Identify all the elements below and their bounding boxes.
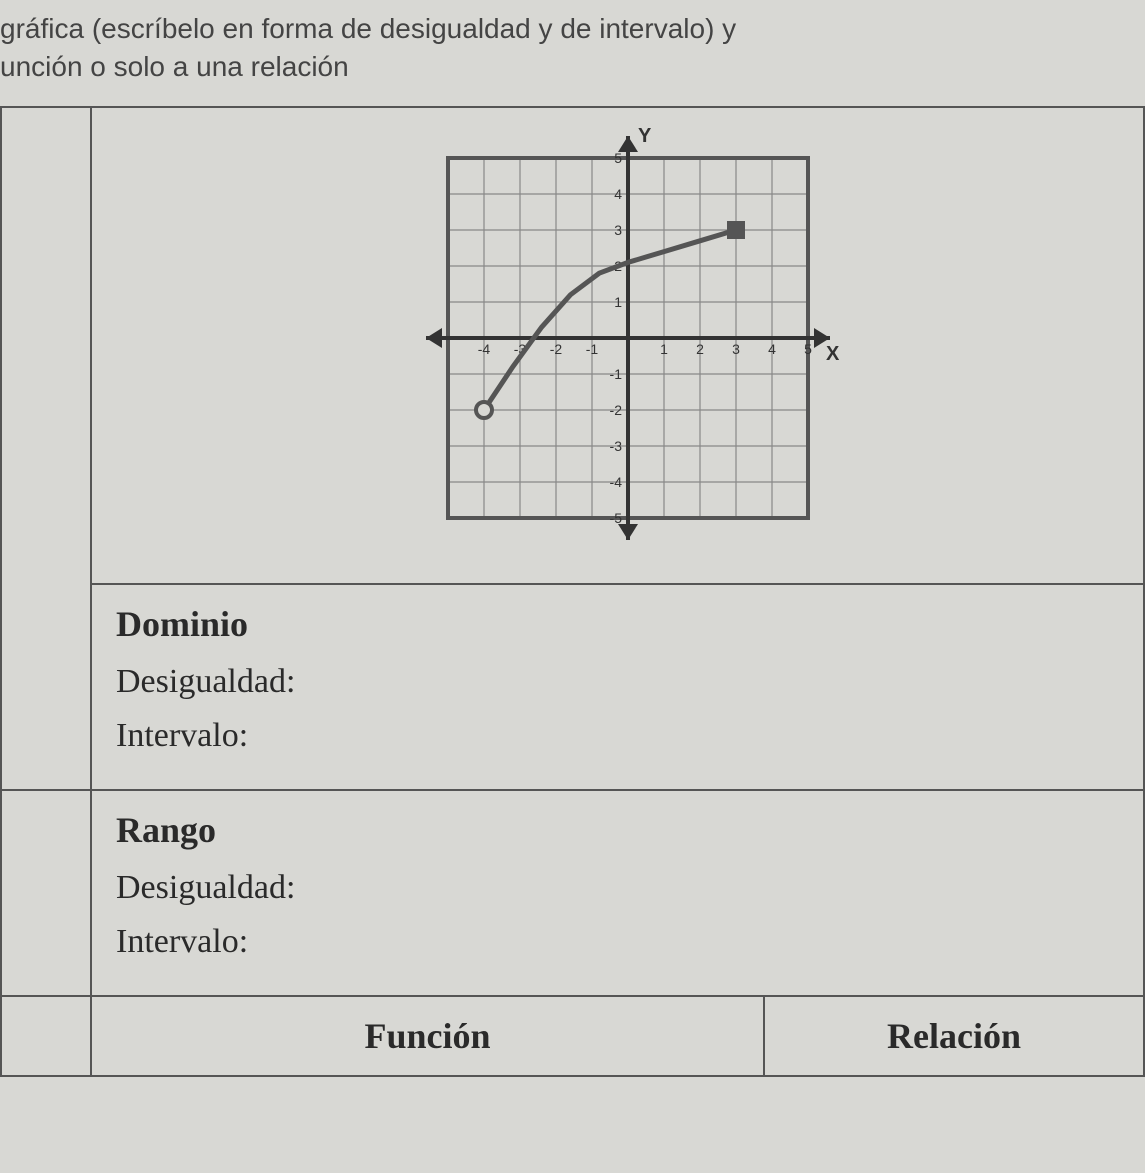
- instruction-text: gráfica (escríbelo en forma de desiguald…: [0, 10, 1145, 86]
- svg-text:5: 5: [614, 150, 622, 166]
- svg-text:1: 1: [614, 294, 622, 310]
- chart-wrapper: -4-3-2-112345-5-4-3-2-112345YX: [368, 118, 868, 558]
- worksheet-table: -4-3-2-112345-5-4-3-2-112345YX Dominio D…: [0, 106, 1145, 1077]
- rango-intervalo-label: Intervalo:: [116, 923, 1119, 961]
- svg-text:-3: -3: [609, 438, 622, 454]
- svg-text:-1: -1: [609, 366, 622, 382]
- chart-cell: -4-3-2-112345-5-4-3-2-112345YX: [91, 107, 1144, 584]
- svg-text:4: 4: [768, 341, 776, 357]
- rango-title: Rango: [116, 809, 1119, 851]
- svg-text:-2: -2: [549, 341, 562, 357]
- left-gutter-rango: [1, 790, 91, 996]
- funcion-label: Función: [364, 1016, 490, 1056]
- svg-text:1: 1: [660, 341, 668, 357]
- instruction-line2: unción o solo a una relación: [0, 51, 349, 82]
- dominio-desigualdad-label: Desigualdad:: [116, 663, 1119, 701]
- svg-text:X: X: [826, 343, 840, 365]
- svg-text:Y: Y: [638, 125, 652, 147]
- dominio-intervalo-label: Intervalo:: [116, 717, 1119, 755]
- rango-desigualdad-label: Desigualdad:: [116, 869, 1119, 907]
- svg-text:-4: -4: [477, 341, 490, 357]
- left-gutter-top: [1, 107, 91, 790]
- dominio-cell: Dominio Desigualdad: Intervalo:: [91, 584, 1144, 790]
- svg-text:-2: -2: [609, 402, 622, 418]
- relacion-cell[interactable]: Relación: [764, 996, 1144, 1076]
- svg-text:-5: -5: [609, 510, 622, 526]
- svg-text:2: 2: [696, 341, 704, 357]
- svg-text:-4: -4: [609, 474, 622, 490]
- svg-text:-1: -1: [585, 341, 598, 357]
- instruction-line1: gráfica (escríbelo en forma de desiguald…: [0, 13, 736, 44]
- funcion-cell[interactable]: Función: [91, 996, 764, 1076]
- left-gutter-footer: [1, 996, 91, 1076]
- svg-text:3: 3: [732, 341, 740, 357]
- coordinate-chart: -4-3-2-112345-5-4-3-2-112345YX: [368, 118, 868, 558]
- rango-cell: Rango Desigualdad: Intervalo:: [91, 790, 1144, 996]
- svg-text:4: 4: [614, 186, 622, 202]
- dominio-title: Dominio: [116, 603, 1119, 645]
- svg-text:3: 3: [614, 222, 622, 238]
- svg-text:5: 5: [804, 341, 812, 357]
- relacion-label: Relación: [887, 1016, 1021, 1056]
